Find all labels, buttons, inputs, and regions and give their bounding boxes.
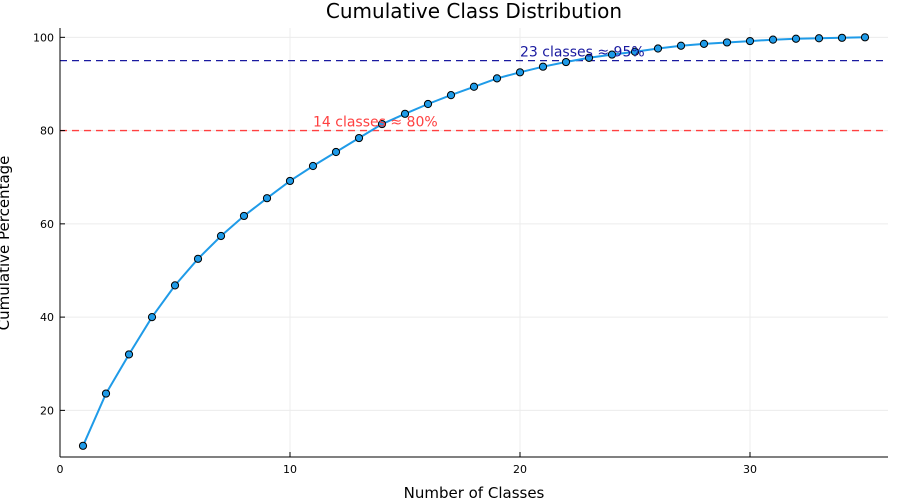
x-tick-label: 0 <box>57 463 64 476</box>
data-point <box>538 62 548 71</box>
data-point <box>354 133 364 143</box>
data-point <box>101 389 111 398</box>
grid <box>59 28 888 457</box>
data-point <box>124 350 134 359</box>
data-point <box>837 33 847 42</box>
data-point <box>147 313 157 322</box>
data-point <box>285 176 295 186</box>
axes <box>59 28 888 458</box>
data-point <box>423 99 433 109</box>
data-point <box>653 44 663 53</box>
data-point <box>446 91 456 100</box>
data-point <box>630 47 640 56</box>
series-layer <box>78 33 870 450</box>
data-point <box>262 194 272 203</box>
data-point <box>676 41 686 50</box>
data-point <box>699 39 709 48</box>
annotations: 23 classes ≈ 95% 14 classes ≈ 80% <box>313 45 645 131</box>
reference-label-95: 23 classes ≈ 95% <box>520 45 645 61</box>
y-axis-title: Cumulative Percentage <box>0 156 13 331</box>
data-point <box>561 57 571 67</box>
data-point <box>308 161 318 171</box>
data-point <box>768 35 778 44</box>
y-tick-label: 80 <box>40 125 54 138</box>
series-line-0 <box>82 36 866 447</box>
y-tick-label: 60 <box>40 218 54 231</box>
y-tick-label: 40 <box>40 311 54 324</box>
data-point <box>722 38 732 47</box>
data-point <box>377 119 387 129</box>
data-point <box>78 441 88 450</box>
reference-lines <box>60 59 888 132</box>
x-tick-label: 20 <box>513 463 527 476</box>
data-point <box>492 74 502 83</box>
data-point <box>170 281 180 290</box>
tick-labels: 0 10 20 30 20 40 60 80 100 <box>33 31 757 476</box>
data-point <box>515 68 525 77</box>
data-point <box>814 34 824 43</box>
x-tick-label: 10 <box>283 463 297 476</box>
data-point <box>469 82 479 91</box>
data-point <box>607 50 617 59</box>
data-point <box>331 147 341 157</box>
data-point <box>400 109 410 118</box>
x-axis-title: Number of Classes <box>404 484 545 500</box>
x-tick-label: 30 <box>743 463 757 476</box>
chart-title: Cumulative Class Distribution <box>326 0 622 23</box>
data-point <box>193 254 203 263</box>
y-tick-label: 100 <box>33 31 54 44</box>
data-point <box>745 36 755 46</box>
data-point <box>791 34 801 43</box>
y-tick-label: 20 <box>40 404 54 417</box>
data-point <box>239 211 249 221</box>
reference-label-80: 14 classes ≈ 80% <box>313 115 438 131</box>
data-point <box>216 231 226 241</box>
data-point <box>584 53 594 62</box>
data-point <box>860 33 870 42</box>
